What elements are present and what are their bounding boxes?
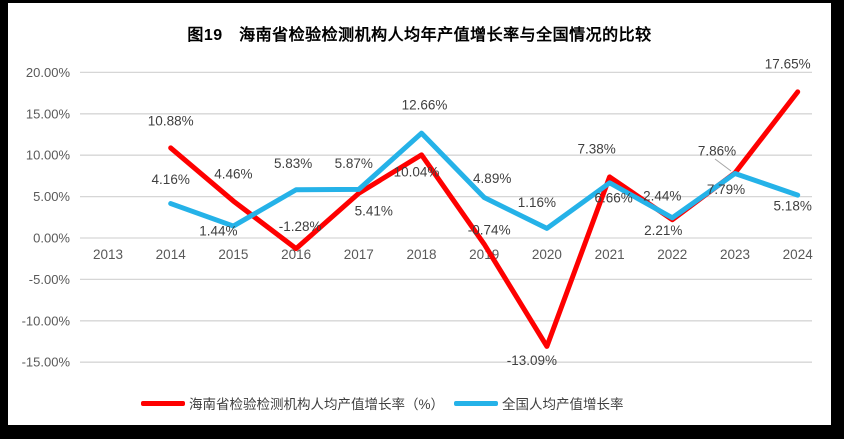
data-label: -1.28%	[279, 219, 322, 234]
y-tick-label: 5.00%	[33, 189, 70, 204]
data-label: 4.46%	[214, 167, 252, 182]
chart-legend: 海南省检验检测机构人均产值增长率（%） 全国人均产值增长率	[141, 394, 624, 412]
data-label: 17.65%	[765, 56, 811, 71]
legend-item-hainan[interactable]: 海南省检验检测机构人均产值增长率（%）	[141, 393, 444, 413]
line-chart-canvas: 20.00% 15.00% 10.00% 5.00% 0.00% -5.00% -10.00…	[22, 56, 814, 370]
data-label: 5.87%	[335, 156, 373, 171]
x-tick-label: 2017	[344, 247, 374, 262]
x-tick-label: 2018	[406, 247, 436, 262]
data-label: 6.66%	[594, 190, 632, 205]
data-label: -13.09%	[507, 353, 557, 368]
x-tick-label: 2014	[156, 247, 187, 262]
x-tick-label: 2024	[783, 247, 814, 262]
y-tick-label: 20.00%	[26, 65, 71, 80]
legend-label-hainan: 海南省检验检测机构人均产值增长率（%）	[189, 397, 445, 412]
y-tick-label: -5.00%	[29, 272, 71, 287]
x-tick-label: 2015	[218, 247, 248, 262]
y-tick-label: 15.00%	[26, 106, 71, 121]
data-label: 10.04%	[394, 164, 440, 179]
y-tick-label: 0.00%	[33, 231, 70, 246]
data-label: -0.74%	[468, 223, 511, 238]
data-label: 7.38%	[577, 141, 615, 156]
national-line-swatch-icon	[454, 400, 499, 406]
data-label: 4.89%	[473, 171, 511, 186]
chart-title: 图19 海南省检验检测机构人均年产值增长率与全国情况的比较	[187, 27, 652, 44]
y-tick-label: 10.00%	[26, 148, 71, 163]
data-label: 2.21%	[644, 223, 682, 238]
x-tick-label: 2020	[532, 247, 562, 262]
data-label: 10.88%	[148, 113, 194, 128]
data-label: 4.16%	[152, 172, 190, 187]
legend-label-national: 全国人均产值增长率	[502, 397, 624, 412]
hainan-line-swatch-icon	[141, 400, 185, 406]
legend-item-national[interactable]: 全国人均产值增长率	[454, 393, 624, 413]
y-tick-label: -15.00%	[22, 355, 71, 370]
data-label: 12.66%	[402, 98, 448, 113]
data-label: 7.86%	[698, 143, 736, 158]
data-label: 1.44%	[199, 224, 237, 239]
x-tick-label: 2021	[595, 247, 625, 262]
label-leader-line	[714, 158, 732, 172]
hainan-line[interactable]	[168, 89, 801, 349]
data-label: 5.18%	[774, 199, 812, 214]
x-tick-label: 2023	[720, 247, 750, 262]
y-tick-label: -10.00%	[22, 313, 71, 328]
chart-panel: 图19 海南省检验检测机构人均年产值增长率与全国情况的比较 20.00% 15.0…	[8, 3, 831, 425]
data-label: 5.83%	[274, 156, 312, 171]
x-tick-label: 2022	[657, 247, 687, 262]
x-tick-label: 2013	[93, 247, 123, 262]
national-line[interactable]	[168, 130, 801, 231]
data-label: 5.41%	[355, 204, 393, 219]
x-tick-label: 2016	[281, 247, 311, 262]
data-label: 7.79%	[707, 182, 745, 197]
data-label: 2.44%	[643, 188, 681, 203]
data-label: 1.16%	[518, 195, 556, 210]
